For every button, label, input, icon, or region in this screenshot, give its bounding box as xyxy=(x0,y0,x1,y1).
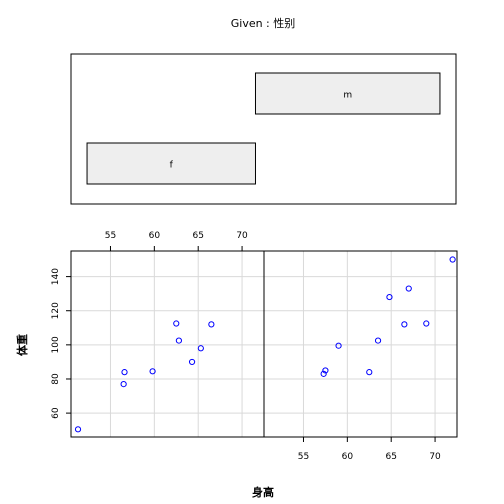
data-point xyxy=(208,321,215,328)
x-tick-label: 70 xyxy=(429,452,441,462)
data-point xyxy=(386,293,393,301)
chart-title: Given : 性别 xyxy=(231,16,296,30)
x-tick-label: 55 xyxy=(298,452,309,462)
data-point xyxy=(374,337,382,344)
plot-panels: 55 60 65 70 60 80 100 120 140 55 60 65 70 xyxy=(51,231,458,462)
x-tick-label: 55 xyxy=(105,231,116,241)
data-point xyxy=(121,369,128,376)
x-tick-label: 65 xyxy=(385,452,396,462)
data-point xyxy=(401,321,408,328)
data-point xyxy=(320,370,327,377)
data-point xyxy=(74,426,82,433)
data-point xyxy=(405,285,412,292)
data-point xyxy=(335,342,342,349)
x-tick-label: 60 xyxy=(342,452,354,462)
data-point xyxy=(322,367,329,374)
given-bar-m xyxy=(254,72,441,115)
y-tick-label: 100 xyxy=(51,336,61,353)
y-axis-label: 体重 xyxy=(15,334,29,356)
x-tick-label: 65 xyxy=(192,231,203,241)
given-bar-label-f: f xyxy=(170,161,174,171)
data-point xyxy=(449,256,456,263)
given-bars: fm xyxy=(86,72,441,185)
given-panel-frame xyxy=(70,53,457,205)
given-bar-f xyxy=(86,142,256,185)
plot-panel-f: 55 60 65 70 60 80 100 120 140 xyxy=(51,231,265,438)
data-point xyxy=(175,337,183,344)
data-point xyxy=(197,345,204,352)
plot-panel-m: 55 60 65 70 xyxy=(263,250,458,462)
data-point xyxy=(188,358,196,366)
y-tick-label: 120 xyxy=(51,302,61,319)
y-tick-label: 60 xyxy=(51,407,61,419)
given-bar-label-m: m xyxy=(343,91,352,101)
plot-panel-frame xyxy=(263,250,458,438)
x-tick-label: 70 xyxy=(236,231,248,241)
data-point xyxy=(423,320,430,327)
data-point xyxy=(173,320,180,327)
x-axis-label: 身高 xyxy=(252,485,274,499)
data-point xyxy=(120,381,127,388)
y-tick-label: 140 xyxy=(51,268,61,285)
data-point xyxy=(366,369,373,376)
data-point xyxy=(149,368,156,375)
y-tick-label: 80 xyxy=(51,373,61,385)
plot-panel-frame xyxy=(70,250,265,438)
x-tick-label: 60 xyxy=(149,231,161,241)
